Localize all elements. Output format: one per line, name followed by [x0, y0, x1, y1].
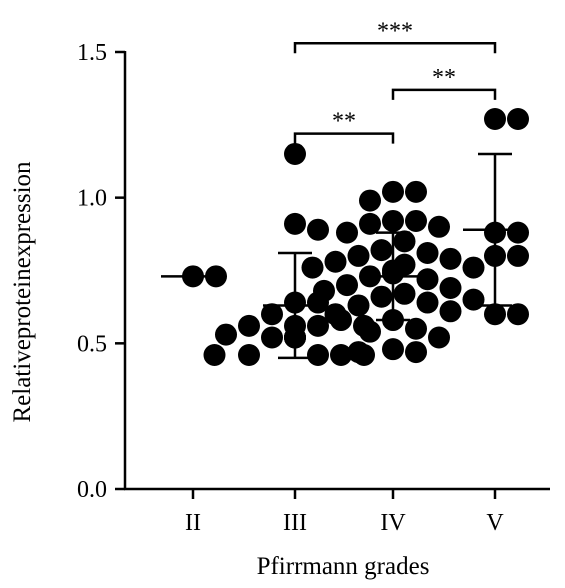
- x-tick-label: IV: [380, 510, 406, 536]
- data-point: [382, 338, 404, 361]
- data-point: [382, 209, 404, 232]
- data-point: [370, 285, 393, 308]
- data-point: [359, 320, 381, 343]
- data-point: [405, 317, 427, 340]
- x-axis-title: Pfirrmann grades: [257, 553, 430, 580]
- data-point: [359, 189, 381, 212]
- data-point: [462, 256, 485, 279]
- data-point: [405, 341, 427, 364]
- data-point: [507, 108, 529, 131]
- data-point: [307, 314, 329, 337]
- data-point: [393, 282, 416, 305]
- data-point: [261, 326, 283, 349]
- significance-bracket: [293, 42, 497, 54]
- data-point: [203, 343, 226, 366]
- data-point: [336, 221, 358, 244]
- data-point: [238, 343, 260, 366]
- significance-label: **: [332, 109, 356, 135]
- data-point: [439, 247, 462, 270]
- significance-annotations: *******: [293, 18, 497, 144]
- data-point: [405, 209, 427, 232]
- data-point: [393, 230, 416, 253]
- data-point: [507, 303, 529, 326]
- data-point: [484, 108, 506, 131]
- data-point: [313, 279, 335, 302]
- data-point: [347, 294, 370, 317]
- axes: 0.00.51.01.5II III IV V: [77, 40, 550, 536]
- data-point: [347, 341, 370, 364]
- data-point: [416, 291, 439, 314]
- x-tick-label: II: [185, 510, 201, 536]
- data-point: [416, 268, 439, 291]
- x-tick-label: III: [283, 510, 307, 536]
- y-tick-label: 1.5: [77, 40, 107, 66]
- data-point: [507, 221, 529, 244]
- data-point: [238, 314, 260, 337]
- y-axis-title: Relativeproteinexpression: [9, 161, 36, 423]
- data-point: [484, 303, 506, 326]
- y-tick-label: 0.0: [77, 477, 107, 503]
- x-tick-label: V: [486, 510, 504, 536]
- y-tick-label: 1.0: [77, 186, 107, 212]
- data-point: [284, 212, 306, 235]
- data-point: [284, 142, 306, 165]
- y-tick-label: 0.5: [77, 331, 107, 357]
- data-point: [336, 274, 358, 297]
- data-point: [330, 343, 352, 366]
- data-point: [382, 180, 404, 203]
- significance-bracket: [293, 132, 395, 144]
- significance-label: **: [432, 65, 456, 91]
- data-point: [324, 250, 347, 273]
- data-point: [324, 303, 347, 326]
- data-point: [215, 323, 237, 346]
- data-point: [428, 326, 450, 349]
- data-point: [370, 239, 393, 262]
- data-point: [359, 212, 381, 235]
- data-point: [462, 288, 485, 311]
- data-point: [261, 303, 283, 326]
- data-point: [307, 343, 329, 366]
- data-point: [439, 300, 462, 323]
- data-point: [507, 244, 529, 267]
- data-point: [428, 215, 450, 238]
- significance-label: ***: [377, 18, 413, 44]
- data-point: [347, 244, 370, 267]
- data-point: [416, 242, 439, 265]
- data-point: [307, 218, 329, 241]
- data-marks: [161, 108, 529, 366]
- data-point: [301, 256, 324, 279]
- data-point: [439, 276, 462, 299]
- significance-bracket: [391, 88, 497, 100]
- data-point: [405, 180, 427, 203]
